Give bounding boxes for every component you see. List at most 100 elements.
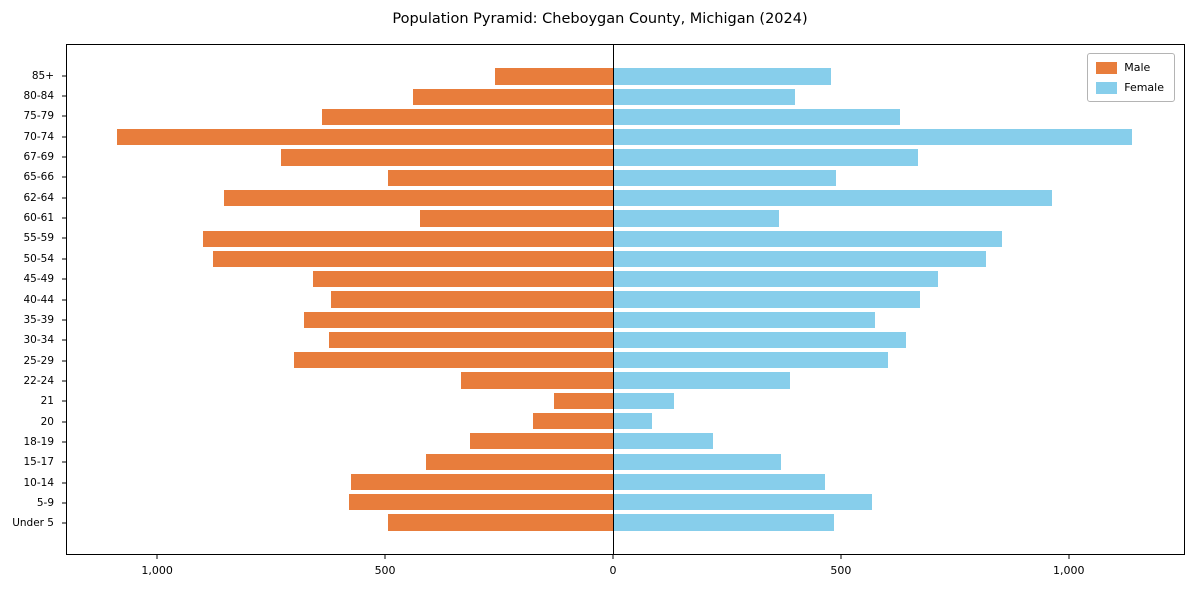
y-axis-tick xyxy=(62,461,66,463)
y-axis-tick xyxy=(62,156,66,158)
y-axis-label: 40-44 xyxy=(23,293,54,306)
female-bar xyxy=(612,473,825,491)
male-bar xyxy=(419,210,613,227)
male-bar xyxy=(321,108,613,126)
y-axis-tick xyxy=(62,522,66,524)
y-axis-label: 22-24 xyxy=(23,374,54,387)
male-bar xyxy=(203,230,613,247)
chart-title: Population Pyramid: Cheboygan County, Mi… xyxy=(392,11,808,27)
male-bar xyxy=(412,88,613,105)
y-axis-tick xyxy=(62,278,66,280)
y-axis-tick xyxy=(62,258,66,260)
female-bar xyxy=(612,190,1053,207)
y-axis-tick xyxy=(62,95,66,97)
female-bar xyxy=(612,129,1132,146)
female-bar xyxy=(612,433,714,450)
y-axis-tick xyxy=(62,299,66,300)
y-axis-tick xyxy=(62,380,66,382)
y-axis-label: 15-17 xyxy=(23,456,54,469)
zero-axis-line xyxy=(612,45,614,554)
y-axis-tick xyxy=(62,360,66,362)
female-bar xyxy=(612,210,780,227)
x-axis: 1,000 500 0 500 1,000 xyxy=(66,555,1185,585)
male-bar xyxy=(328,331,613,349)
x-axis-label: 0 xyxy=(609,564,617,577)
x-axis-label: 500 xyxy=(830,564,852,577)
y-axis-label: 80-84 xyxy=(23,89,54,102)
x-axis-tick xyxy=(156,555,158,559)
y-axis-label: 62-64 xyxy=(23,191,54,204)
female-bar xyxy=(612,453,782,470)
x-axis-label: 1,000 xyxy=(1053,564,1085,577)
y-axis: 85+ 80-84 75-79 70-74 67-69 65-66 62-64 60-61 55… xyxy=(0,44,66,555)
x-axis-tick xyxy=(612,555,614,559)
male-bar xyxy=(533,413,613,430)
male-bar xyxy=(469,433,613,450)
y-axis-label: 60-61 xyxy=(23,212,54,225)
female-bar xyxy=(612,230,1002,247)
y-axis-label: 45-49 xyxy=(23,273,54,286)
female-bar xyxy=(612,352,889,369)
female-bar xyxy=(612,108,900,126)
female-bar xyxy=(612,291,921,308)
y-axis-label: 21 xyxy=(40,395,54,408)
female-legend-swatch xyxy=(1096,81,1118,94)
female-bar xyxy=(612,271,939,288)
female-bar xyxy=(612,250,987,268)
y-axis-tick xyxy=(62,237,66,239)
y-axis-label: Under 5 xyxy=(12,517,54,530)
female-bar xyxy=(612,494,873,511)
male-bar xyxy=(349,494,613,511)
y-axis-tick xyxy=(62,136,66,138)
y-axis-label: 50-54 xyxy=(23,252,54,265)
y-axis-tick xyxy=(62,421,66,423)
legend-item-female: Female xyxy=(1096,81,1164,94)
y-axis-label: 75-79 xyxy=(23,110,54,123)
y-axis-label: 30-34 xyxy=(23,334,54,347)
female-bar xyxy=(612,372,791,389)
y-axis-label: 85+ xyxy=(31,69,54,82)
y-axis-label: 25-29 xyxy=(23,354,54,367)
y-axis-tick xyxy=(62,176,66,178)
male-bar xyxy=(117,129,613,146)
male-bar xyxy=(426,453,613,470)
male-legend-swatch xyxy=(1096,61,1118,74)
legend-item-male: Male xyxy=(1096,61,1164,74)
y-axis-label: 5-9 xyxy=(36,497,54,509)
male-bar xyxy=(223,190,613,207)
legend: Male Female xyxy=(1087,53,1175,102)
y-axis-tick xyxy=(62,115,66,117)
female-legend-label: Female xyxy=(1124,81,1164,94)
x-axis-tick xyxy=(384,555,386,559)
y-axis-tick xyxy=(62,197,66,199)
x-axis-tick xyxy=(840,555,842,559)
y-axis-label: 20 xyxy=(40,415,54,428)
female-bar xyxy=(612,413,652,430)
x-axis-label: 1,000 xyxy=(141,564,173,577)
male-bar xyxy=(460,372,613,389)
male-bar xyxy=(494,68,613,85)
y-axis-tick xyxy=(62,319,66,321)
male-bar xyxy=(387,514,613,531)
female-bar xyxy=(612,169,836,186)
y-axis-label: 55-59 xyxy=(23,232,54,245)
female-bar xyxy=(612,514,834,531)
male-bar xyxy=(330,291,613,308)
female-bar xyxy=(612,392,675,409)
y-axis-label: 10-14 xyxy=(23,476,54,489)
male-bar xyxy=(312,271,613,288)
female-bar xyxy=(612,311,875,328)
female-bar xyxy=(612,149,918,166)
male-bar xyxy=(553,392,613,409)
x-axis-label: 500 xyxy=(374,564,396,577)
y-axis-tick xyxy=(62,400,66,402)
y-axis-label: 67-69 xyxy=(23,151,54,164)
female-bar xyxy=(612,68,832,85)
y-axis-tick xyxy=(62,339,66,341)
male-bar xyxy=(212,250,613,268)
y-axis-label: 65-66 xyxy=(23,171,54,184)
y-axis-tick xyxy=(62,502,66,504)
plot-area: Male Female xyxy=(66,44,1185,555)
female-bar xyxy=(612,331,907,349)
male-bar xyxy=(303,311,613,328)
